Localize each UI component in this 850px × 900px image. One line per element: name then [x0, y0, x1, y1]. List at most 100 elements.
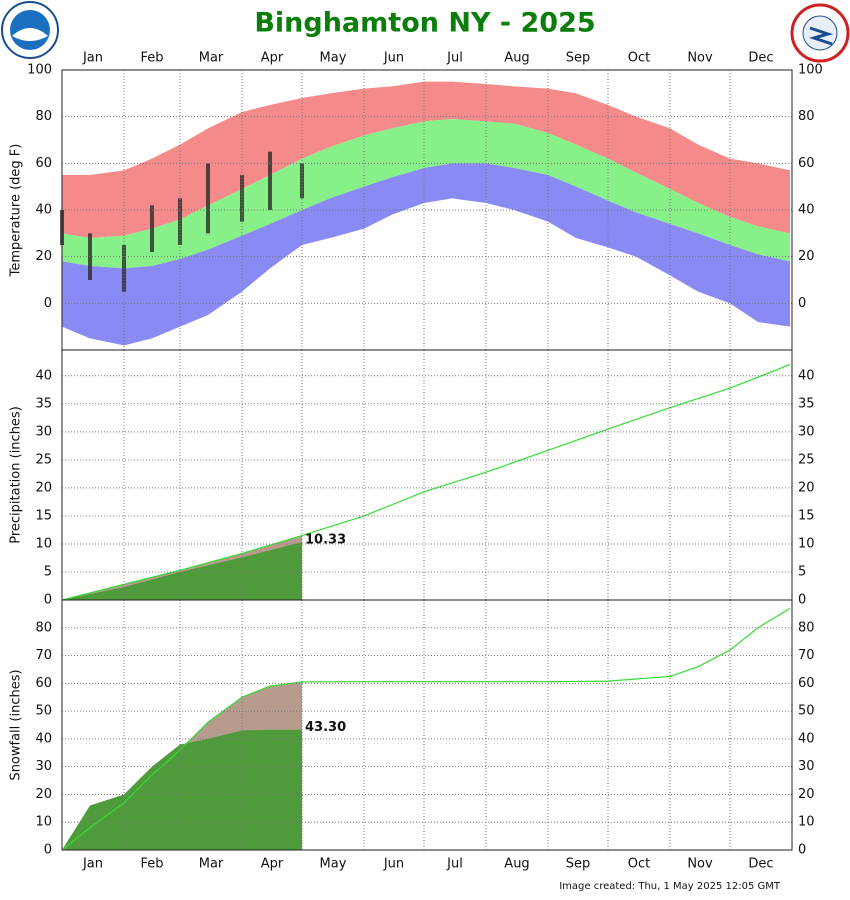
- y-tick-label-right: 40: [798, 203, 815, 218]
- y-tick-label: 0: [44, 843, 52, 858]
- normal-line: [61, 364, 791, 601]
- month-label: May: [320, 857, 347, 872]
- month-label: Jan: [82, 51, 103, 66]
- y-tick-label: 0: [44, 296, 52, 311]
- observed-range: [150, 205, 154, 252]
- chart-title: Binghamton NY - 2025: [254, 8, 595, 39]
- temperature-band: [62, 119, 790, 269]
- month-label: Mar: [199, 51, 224, 66]
- panel-frame: [61, 349, 793, 601]
- y-tick-label: 30: [35, 424, 52, 439]
- y-tick-label-right: 0: [798, 296, 806, 311]
- month-label: Nov: [687, 857, 713, 872]
- y-tick-label: 25: [35, 452, 52, 467]
- y-tick-label-right: 20: [798, 787, 815, 802]
- y-tick-label: 10: [35, 815, 52, 830]
- y-tick-label-right: 0: [798, 593, 806, 608]
- month-label: Mar: [199, 857, 224, 872]
- y-tick-label: 30: [35, 759, 52, 774]
- y-tick-label-right: 15: [798, 508, 815, 523]
- y-tick-label-right: 80: [798, 620, 815, 635]
- y-tick-label: 15: [35, 508, 52, 523]
- y-tick-label: 20: [35, 480, 52, 495]
- panel: 0 0 10 10 20 20 30 30 40 40 50 50 60 60 70 70 80 80 Jan Feb…: [9, 599, 815, 872]
- panel: 0 0 5 5 10 10 15 15 20 20 25 25 30 30 35 35 40 40 Precipit…: [9, 349, 815, 608]
- y-tick-label: 80: [35, 620, 52, 635]
- y-tick-label-right: 5: [798, 564, 806, 579]
- y-tick-label-right: 20: [798, 480, 815, 495]
- month-label: Sep: [566, 51, 591, 66]
- month-label: Feb: [140, 51, 163, 66]
- y-tick-label-right: 30: [798, 759, 815, 774]
- y-tick-label-right: 0: [798, 843, 806, 858]
- month-label: Jun: [383, 857, 404, 872]
- y-tick-label: 10: [35, 536, 52, 551]
- y-tick-label: 20: [35, 249, 52, 264]
- value-label: 10.33: [305, 533, 346, 548]
- y-axis-title: Snowfall (inches): [9, 669, 24, 780]
- y-tick-label-right: 100: [798, 63, 823, 78]
- y-tick-label-right: 40: [798, 731, 815, 746]
- month-label: Jan: [82, 857, 103, 872]
- month-label: Nov: [687, 51, 713, 66]
- y-tick-label: 35: [35, 396, 52, 411]
- month-label: Jul: [446, 857, 463, 872]
- marks: [61, 607, 791, 851]
- noaa-logo: [1, 1, 59, 59]
- y-tick-label: 100: [27, 63, 52, 78]
- observed-range: [300, 163, 304, 199]
- month-label: Dec: [748, 51, 773, 66]
- month-label: Jun: [383, 51, 404, 66]
- y-tick-label: 0: [44, 593, 52, 608]
- month-label: Sep: [566, 857, 591, 872]
- y-tick-label: 40: [35, 203, 52, 218]
- marks: [60, 81, 790, 346]
- panel: 0 0 20 20 40 40 60 60 80 80 100 100 Jan Feb Mar Apr May J…: [9, 51, 823, 351]
- month-label: Aug: [504, 857, 529, 872]
- y-tick-label: 60: [35, 676, 52, 691]
- y-tick-label-right: 80: [798, 109, 815, 124]
- month-label: Dec: [748, 857, 773, 872]
- month-label: Jul: [446, 51, 463, 66]
- y-tick-label-right: 10: [798, 536, 815, 551]
- y-tick-label-right: 10: [798, 815, 815, 830]
- y-tick-label: 70: [35, 648, 52, 663]
- month-label: Apr: [261, 51, 284, 66]
- y-tick-label-right: 50: [798, 704, 815, 719]
- y-tick-label-right: 70: [798, 648, 815, 663]
- y-tick-label-right: 60: [798, 156, 815, 171]
- marks: [61, 364, 791, 601]
- observed-range: [206, 163, 210, 234]
- month-label: May: [320, 51, 347, 66]
- y-tick-label-right: 30: [798, 424, 815, 439]
- month-label: Oct: [628, 51, 650, 66]
- y-tick-label: 40: [35, 368, 52, 383]
- y-tick-label-right: 25: [798, 452, 815, 467]
- y-tick-label: 5: [44, 564, 52, 579]
- y-tick-label: 60: [35, 156, 52, 171]
- observed-range: [268, 151, 272, 210]
- observed-range: [240, 175, 244, 222]
- month-label: Feb: [140, 857, 163, 872]
- y-tick-label-right: 60: [798, 676, 815, 691]
- panel-frame: [61, 599, 793, 851]
- y-axis-title: Temperature (deg F): [9, 144, 24, 278]
- y-tick-label-right: 40: [798, 368, 815, 383]
- month-label: Aug: [504, 51, 529, 66]
- y-tick-label: 40: [35, 731, 52, 746]
- temperature-band: [62, 81, 790, 239]
- observed-range: [178, 198, 182, 245]
- footnote: Image created: Thu, 1 May 2025 12:05 GMT: [559, 881, 781, 892]
- observed-area: [62, 542, 302, 600]
- value-label: 43.30: [305, 720, 346, 735]
- y-axis-title: Precipitation (inches): [9, 406, 24, 544]
- y-tick-label-right: 35: [798, 396, 815, 411]
- month-label: Apr: [261, 857, 284, 872]
- month-label: Oct: [628, 857, 650, 872]
- y-tick-label: 80: [35, 109, 52, 124]
- y-tick-label: 50: [35, 704, 52, 719]
- y-tick-label-right: 20: [798, 249, 815, 264]
- nws-logo: [790, 3, 850, 63]
- y-tick-label: 20: [35, 787, 52, 802]
